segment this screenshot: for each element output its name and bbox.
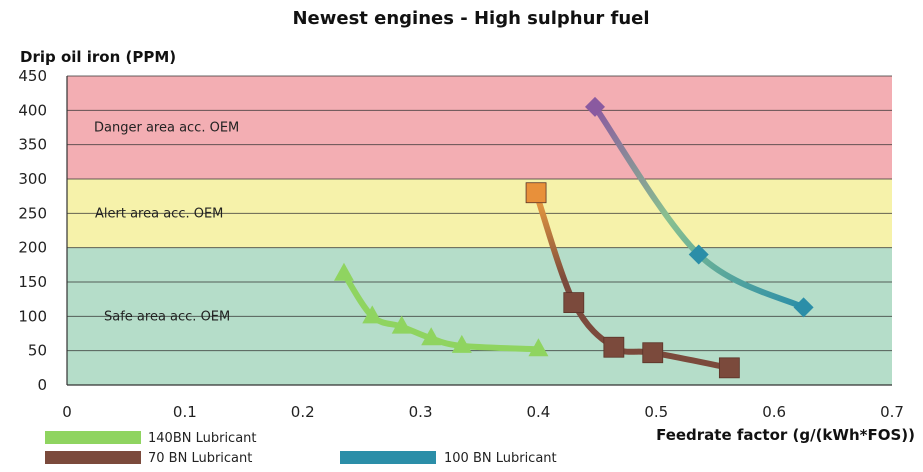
y-tick-label: 200 (18, 239, 47, 257)
y-tick-label: 150 (18, 273, 47, 291)
x-tick-label: 0.4 (526, 403, 550, 421)
y-tick-label: 350 (18, 136, 47, 154)
data-point-140bn (362, 305, 383, 324)
y-tick-label: 0 (37, 376, 47, 394)
zone-labels: Safe area acc. OEM Alert area acc. OEM Dan… (94, 121, 239, 325)
y-tick-label: 400 (18, 101, 47, 119)
data-point-140bn (528, 338, 549, 357)
legend-swatch-100bn (340, 451, 436, 464)
x-tick-label: 0.3 (409, 403, 433, 421)
y-tick-label: 450 (18, 67, 47, 85)
legend: 140BN Lubricant 70 BN Lubricant 100 BN Lub… (45, 431, 557, 466)
data-point-70bn (563, 292, 585, 314)
x-tick-label: 0.6 (762, 403, 786, 421)
data-point-70bn (642, 342, 664, 364)
x-axis-title: Feedrate factor (g/(kWh*FOS)) (656, 426, 915, 444)
legend-label-140bn: 140BN Lubricant (148, 431, 257, 446)
x-tick-label: 0 (62, 403, 72, 421)
data-point-140bn (391, 315, 412, 334)
legend-swatch-140bn (45, 431, 141, 444)
grid-lines (67, 75, 892, 352)
zone-3 (67, 76, 892, 179)
y-tick-label: 100 (18, 307, 47, 325)
zone-label-2: Alert area acc. OEM (95, 206, 223, 221)
axes (66, 76, 892, 386)
x-tick-label: 0.1 (173, 403, 197, 421)
y-tick-label: 300 (18, 170, 47, 188)
y-axis-title: Drip oil iron (PPM) (20, 48, 176, 66)
y-tick-label: 250 (18, 204, 47, 222)
x-tick-label: 0.7 (880, 403, 904, 421)
legend-label-100bn: 100 BN Lubricant (444, 451, 557, 466)
data-point-70bn (718, 357, 740, 379)
x-tick-labels: 0 0.1 0.2 0.3 0.4 0.5 0.6 0.7 (62, 403, 904, 421)
data-series (333, 96, 814, 379)
zone-label-1: Safe area acc. OEM (104, 309, 230, 324)
data-point-140bn (451, 334, 472, 353)
x-tick-label: 0.2 (291, 403, 315, 421)
zone-label-3: Danger area acc. OEM (94, 121, 239, 136)
data-point-140bn (333, 262, 354, 281)
data-point-100bn (793, 297, 814, 318)
data-point-140bn (421, 327, 442, 346)
chart-title: Newest engines - High sulphur fuel (292, 8, 649, 29)
data-point-70bn (525, 182, 547, 204)
data-point-100bn (585, 96, 605, 117)
legend-label-70bn: 70 BN Lubricant (148, 451, 252, 466)
y-tick-labels: 0 50 100 150 200 250 300 350 400 450 (18, 67, 47, 394)
x-tick-label: 0.5 (644, 403, 668, 421)
y-tick-label: 50 (28, 342, 47, 360)
data-point-100bn (688, 244, 709, 265)
legend-swatch-70bn (45, 451, 141, 464)
data-point-70bn (603, 336, 625, 358)
